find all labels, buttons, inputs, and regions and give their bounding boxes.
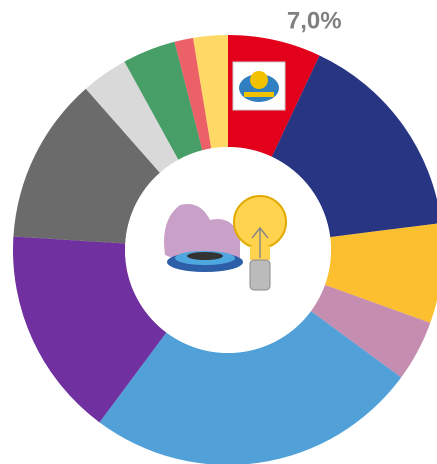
data-label: 7,0%	[287, 7, 342, 34]
chart: 7,0%	[0, 0, 437, 464]
emblem	[233, 62, 285, 110]
page: 7,0% (() => { const data = JSON.parse(do…	[0, 0, 437, 464]
